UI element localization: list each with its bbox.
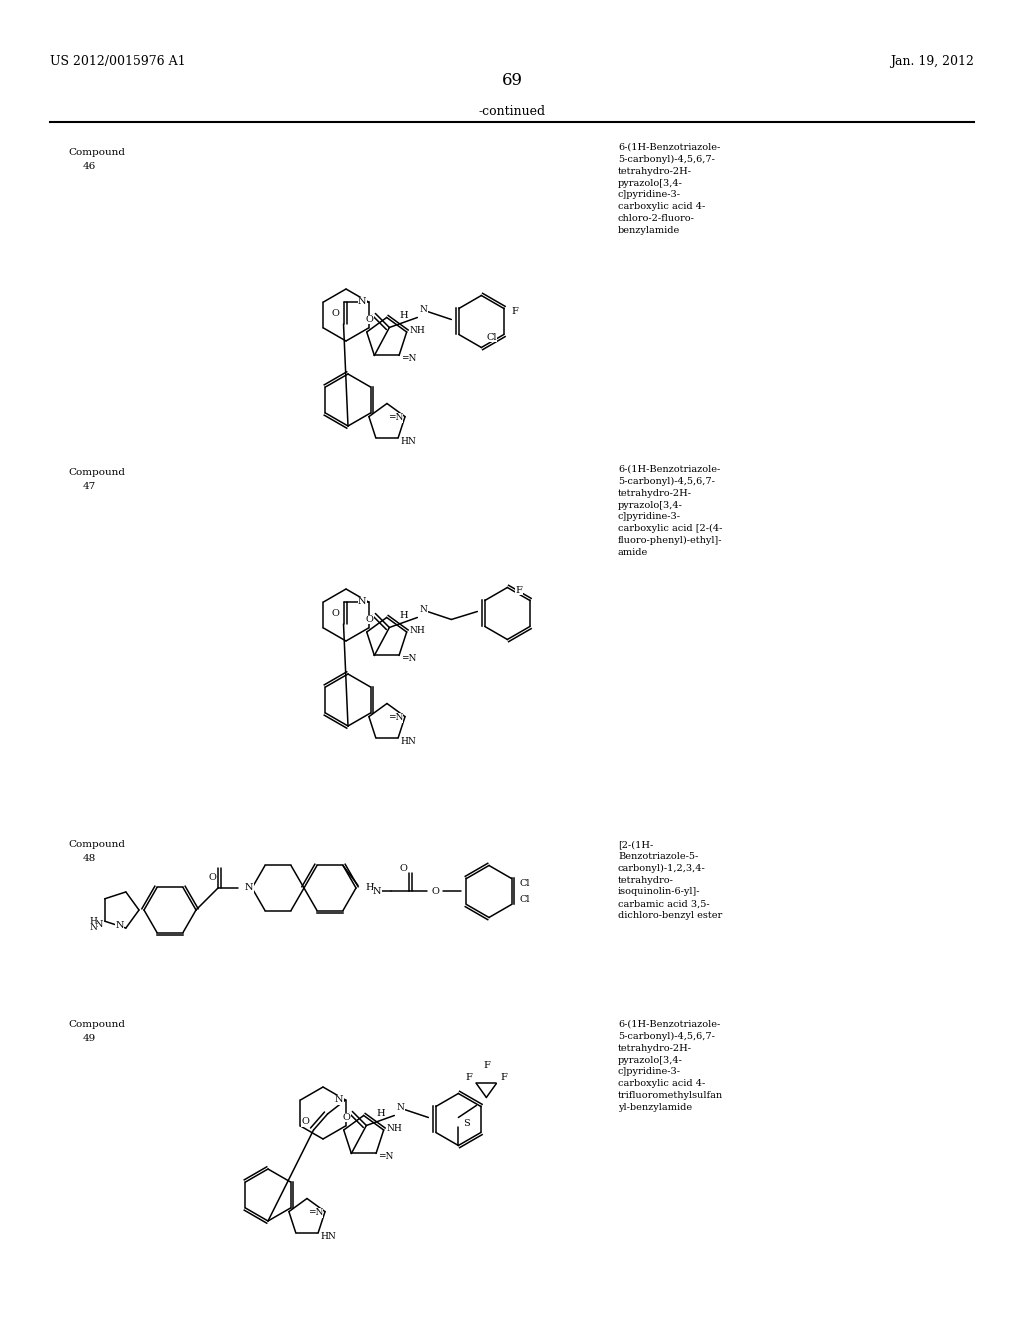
Text: O: O [302, 1118, 309, 1126]
Text: H: H [365, 883, 374, 892]
Text: N: N [396, 1104, 404, 1111]
Text: =N: =N [388, 713, 403, 722]
Text: 69: 69 [502, 73, 522, 88]
Text: -continued: -continued [478, 106, 546, 117]
Text: N: N [89, 924, 97, 932]
Text: =N: =N [401, 354, 417, 363]
Text: HN: HN [400, 738, 416, 746]
Text: N: N [358, 297, 367, 306]
Text: 48: 48 [83, 854, 96, 863]
Text: 46: 46 [83, 162, 96, 172]
Text: Compound: Compound [68, 148, 125, 157]
Text: N: N [358, 598, 367, 606]
Text: H: H [399, 312, 408, 319]
Text: =N: =N [401, 653, 417, 663]
Text: H: H [376, 1109, 385, 1118]
Text: HN: HN [321, 1233, 336, 1241]
Text: [2-(1H-
Benzotriazole-5-
carbonyl)-1,2,3,4-
tetrahydro-
isoquinolin-6-yl]-
carba: [2-(1H- Benzotriazole-5- carbonyl)-1,2,3… [618, 840, 722, 920]
Text: O: O [399, 865, 407, 873]
Text: O: O [431, 887, 439, 896]
Text: Compound: Compound [68, 840, 125, 849]
Text: US 2012/0015976 A1: US 2012/0015976 A1 [50, 55, 185, 69]
Text: N: N [420, 305, 427, 314]
Text: F: F [466, 1073, 472, 1082]
Text: HN: HN [400, 437, 416, 446]
Text: Cl: Cl [519, 895, 530, 904]
Text: NH: NH [410, 626, 425, 635]
Text: H: H [89, 917, 97, 927]
Text: N: N [373, 887, 382, 896]
Text: O: O [366, 315, 374, 323]
Text: 6-(1H-Benzotriazole-
5-carbonyl)-4,5,6,7-
tetrahydro-2H-
pyrazolo[3,4-
c]pyridin: 6-(1H-Benzotriazole- 5-carbonyl)-4,5,6,7… [618, 143, 720, 235]
Text: F: F [512, 308, 519, 315]
Text: NH: NH [387, 1123, 402, 1133]
Text: Cl: Cl [519, 879, 530, 888]
Text: O: O [332, 309, 339, 318]
Text: O: O [366, 615, 374, 624]
Text: =N: =N [307, 1208, 323, 1217]
Text: NH: NH [410, 326, 425, 334]
Text: H: H [399, 611, 408, 620]
Text: =N: =N [388, 413, 403, 422]
Text: =N: =N [378, 1152, 393, 1162]
Text: F: F [483, 1061, 489, 1071]
Text: O: O [342, 1113, 350, 1122]
Text: N: N [245, 883, 254, 892]
Text: O: O [208, 874, 216, 883]
Text: Compound: Compound [68, 1020, 125, 1030]
Text: Jan. 19, 2012: Jan. 19, 2012 [890, 55, 974, 69]
Text: 47: 47 [83, 482, 96, 491]
Text: 6-(1H-Benzotriazole-
5-carbonyl)-4,5,6,7-
tetrahydro-2H-
pyrazolo[3,4-
c]pyridin: 6-(1H-Benzotriazole- 5-carbonyl)-4,5,6,7… [618, 1020, 723, 1111]
Text: N: N [116, 920, 124, 929]
Text: N: N [335, 1096, 343, 1105]
Text: S: S [463, 1119, 470, 1129]
Text: N: N [420, 605, 427, 614]
Text: F: F [515, 586, 522, 595]
Text: 49: 49 [83, 1034, 96, 1043]
Text: O: O [332, 609, 339, 618]
Text: N: N [94, 920, 102, 929]
Text: Cl: Cl [486, 333, 497, 342]
Text: 6-(1H-Benzotriazole-
5-carbonyl)-4,5,6,7-
tetrahydro-2H-
pyrazolo[3,4-
c]pyridin: 6-(1H-Benzotriazole- 5-carbonyl)-4,5,6,7… [618, 465, 723, 557]
Text: F: F [501, 1073, 507, 1082]
Text: Compound: Compound [68, 469, 125, 477]
